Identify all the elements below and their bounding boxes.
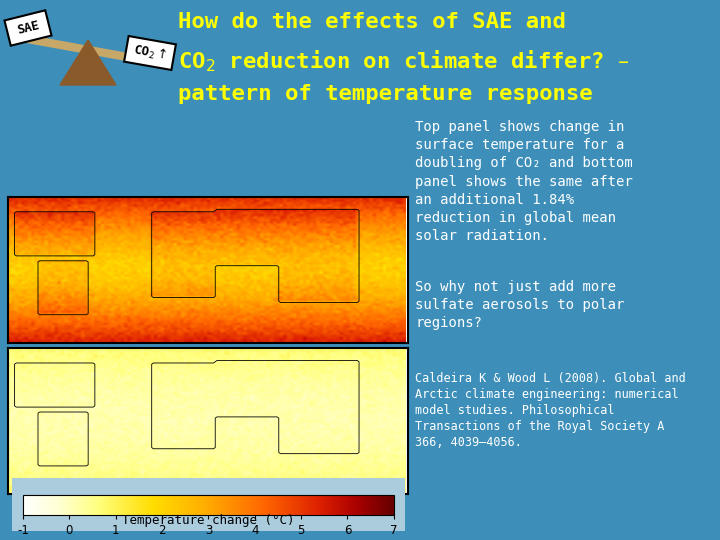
Text: So why not just add more
sulfate aerosols to polar
regions?: So why not just add more sulfate aerosol… [415,280,624,330]
Text: Top panel shows change in
surface temperature for a
doubling of CO₂ and bottom
p: Top panel shows change in surface temper… [415,120,633,243]
Text: pattern of temperature response: pattern of temperature response [178,84,593,104]
Text: How do the effects of SAE and: How do the effects of SAE and [178,12,566,32]
Text: CO$_2$ reduction on climate differ? –: CO$_2$ reduction on climate differ? – [178,48,629,73]
Text: SAE: SAE [16,19,40,37]
Text: Temperature change (°C): Temperature change (°C) [122,514,294,527]
Text: Caldeira K & Wood L (2008). Global and
Arctic climate engineering: numerical
mod: Caldeira K & Wood L (2008). Global and A… [415,372,685,449]
FancyBboxPatch shape [4,10,52,46]
Polygon shape [60,40,116,85]
FancyBboxPatch shape [124,36,176,70]
Text: CO$_2$$\uparrow$: CO$_2$$\uparrow$ [132,42,168,64]
